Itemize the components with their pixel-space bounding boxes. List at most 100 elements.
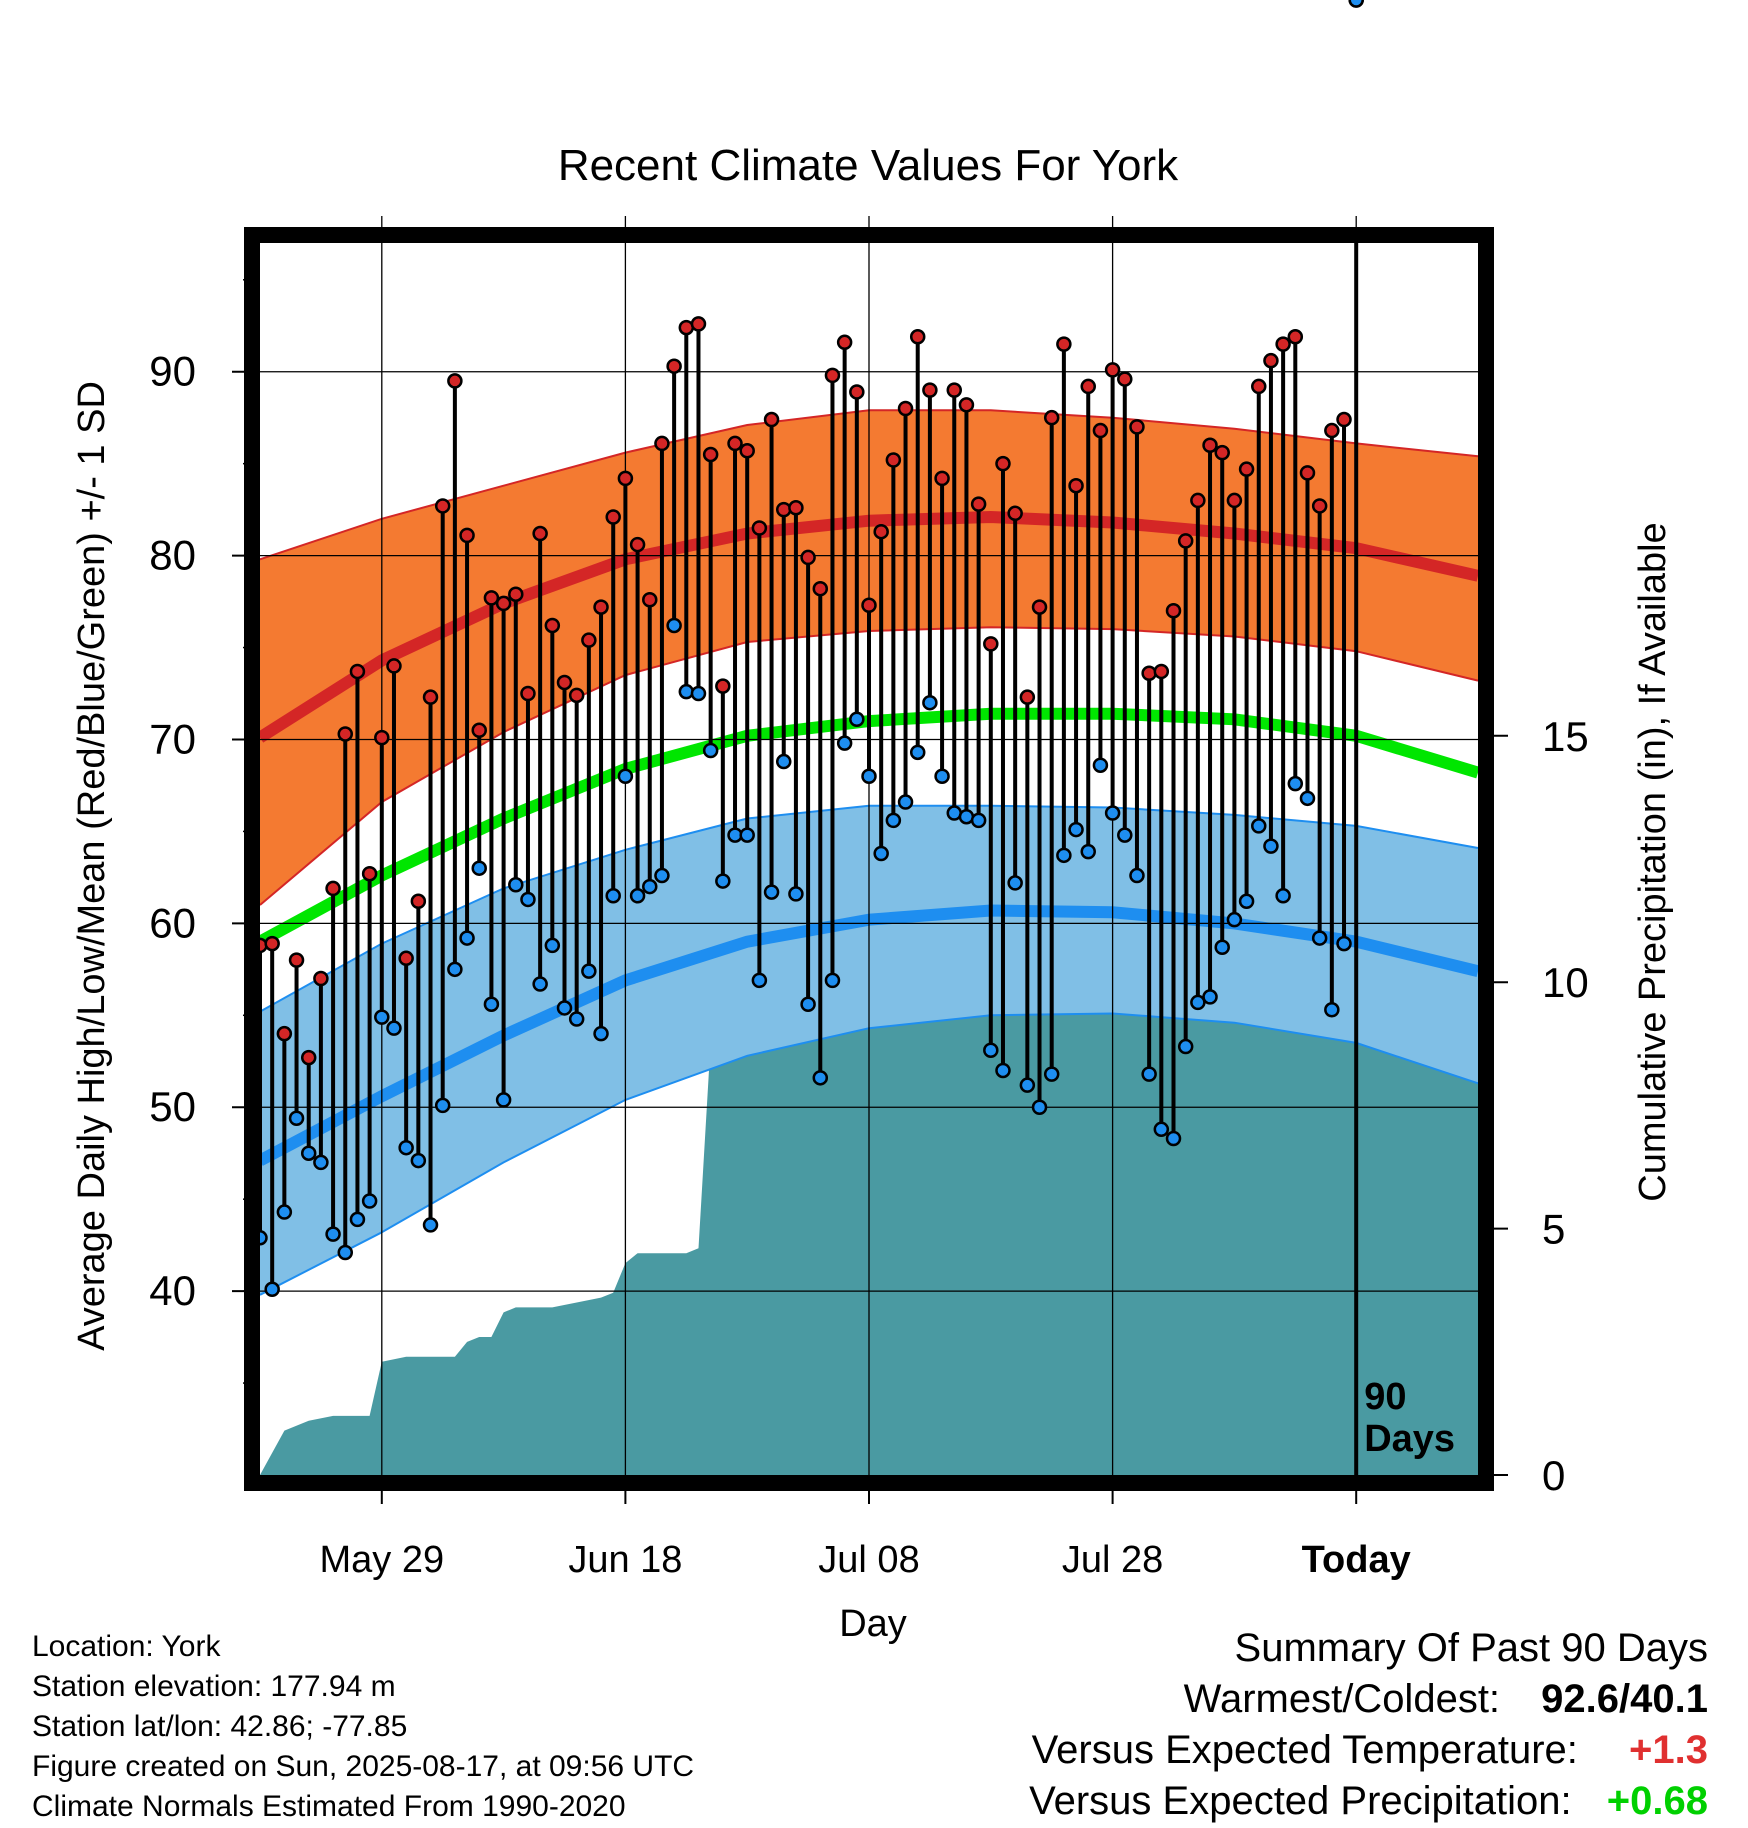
daily-high-point [873, 523, 889, 540]
location-line: Location: York [32, 1630, 221, 1663]
daily-low-point [1238, 893, 1255, 910]
warmest-coldest-row: Warmest/Coldest: 92.6/40.1 [1029, 1674, 1708, 1725]
daily-low-point [459, 930, 475, 946]
daily-low-point [775, 753, 792, 770]
daily-low-point [1177, 1038, 1194, 1055]
daily-low-point [1141, 1066, 1157, 1082]
daily-low-point [1068, 821, 1084, 838]
daily-high-point [1177, 533, 1194, 549]
daily-high-point [288, 952, 305, 968]
today-days-label: Days [1364, 1418, 1455, 1460]
daily-high-point [1007, 505, 1023, 522]
daily-high-point [410, 893, 427, 910]
y-tick-label: 50 [149, 1083, 196, 1130]
daily-low-point [361, 1193, 378, 1209]
daily-low-point [532, 976, 548, 992]
daily-high-point [1263, 352, 1279, 369]
daily-low-point [739, 827, 755, 843]
daily-high-point [995, 455, 1011, 472]
daily-low-point [605, 888, 621, 904]
daily-low-point [276, 1204, 293, 1220]
station-info: Location: York Station elevation: 177.94… [32, 1627, 694, 1827]
x-tick-label: Jun 18 [568, 1539, 682, 1581]
daily-low-point [544, 937, 561, 954]
daily-high-point [422, 689, 439, 705]
daily-low-point [337, 1244, 354, 1261]
daily-low-point [1080, 843, 1096, 860]
daily-low-point [495, 1092, 512, 1108]
daily-low-point [556, 1000, 573, 1016]
daily-low-point [434, 1097, 451, 1114]
daily-high-point [763, 411, 780, 428]
daily-high-point [922, 382, 938, 398]
y2-tick-label: 0 [1542, 1452, 1565, 1499]
daily-low-point [508, 876, 524, 893]
daily-high-point [483, 590, 500, 606]
daily-low-point [593, 1025, 609, 1042]
daily-high-point [861, 597, 877, 613]
daily-high-point [544, 617, 561, 634]
y2-tick-label: 10 [1542, 959, 1589, 1006]
daily-high-point [836, 334, 853, 351]
today-days-count: 90 [1364, 1376, 1406, 1418]
summary-panel: Summary Of Past 90 Days Warmest/Coldest:… [1029, 1623, 1708, 1827]
daily-high-point [617, 470, 634, 487]
daily-high-point [629, 536, 646, 553]
daily-high-point [788, 500, 804, 516]
daily-high-point [1190, 492, 1206, 509]
daily-low-point [873, 845, 889, 862]
daily-high-point [970, 496, 987, 512]
x-tick-label: Jul 08 [818, 1539, 919, 1581]
daily-high-point [1226, 492, 1243, 509]
daily-low-point [824, 972, 841, 989]
daily-high-point [556, 674, 573, 691]
daily-low-point [1202, 989, 1218, 1005]
daily-low-point [471, 860, 487, 876]
daily-high-point [349, 663, 366, 680]
daily-high-point [398, 950, 414, 967]
daily-high-point [934, 470, 950, 487]
daily-high-point [1019, 689, 1036, 705]
daily-low-point [885, 812, 902, 829]
daily-high-point [532, 525, 548, 542]
daily-low-point [983, 1042, 999, 1058]
x-tick-label: May 29 [319, 1539, 444, 1581]
daily-low-point [313, 1154, 329, 1171]
daily-high-point [434, 498, 451, 514]
daily-low-point [1190, 994, 1206, 1011]
daily-high-point [849, 384, 865, 400]
daily-high-point [1068, 477, 1084, 494]
daily-low-point [1165, 1130, 1182, 1147]
daily-low-point [568, 1011, 585, 1027]
daily-low-point [325, 1226, 341, 1242]
daily-high-point [459, 527, 475, 544]
daily-high-point [361, 865, 378, 882]
daily-low-point [264, 1281, 280, 1298]
daily-high-point [605, 509, 621, 525]
y-axis-label: Average Daily High/Low/Mean (Red/Blue/Gr… [71, 381, 113, 1351]
daily-high-point [1311, 498, 1328, 514]
daily-high-point [824, 367, 841, 384]
warmest-coldest-value: 92.6/40.1 [1541, 1677, 1708, 1721]
daily-high-point [1275, 336, 1291, 352]
normals-line: Climate Normals Estimated From 1990-2020 [32, 1790, 626, 1823]
daily-high-point [1092, 422, 1109, 439]
daily-high-point [690, 316, 707, 332]
daily-high-point [520, 685, 536, 702]
daily-high-point [581, 632, 597, 648]
daily-high-point [1141, 665, 1157, 682]
x-axis-label: Day [839, 1603, 907, 1645]
daily-low-point [836, 735, 853, 751]
daily-low-point [581, 963, 597, 979]
daily-high-point [508, 586, 524, 602]
created-line: Figure created on Sun, 2025-08-17, at 09… [32, 1750, 695, 1783]
daily-high-point [568, 687, 585, 704]
daily-high-point [1324, 422, 1340, 439]
daily-low-point [715, 873, 731, 889]
summary-title: Summary Of Past 90 Days [1234, 1626, 1708, 1670]
daily-high-point [666, 358, 682, 374]
daily-high-point [702, 446, 719, 463]
precipitation-departure-value: +0.68 [1606, 1779, 1708, 1823]
y2-tick-label: 15 [1542, 713, 1589, 760]
temperature-departure-row: Versus Expected Temperature: +1.3 [1029, 1725, 1708, 1776]
